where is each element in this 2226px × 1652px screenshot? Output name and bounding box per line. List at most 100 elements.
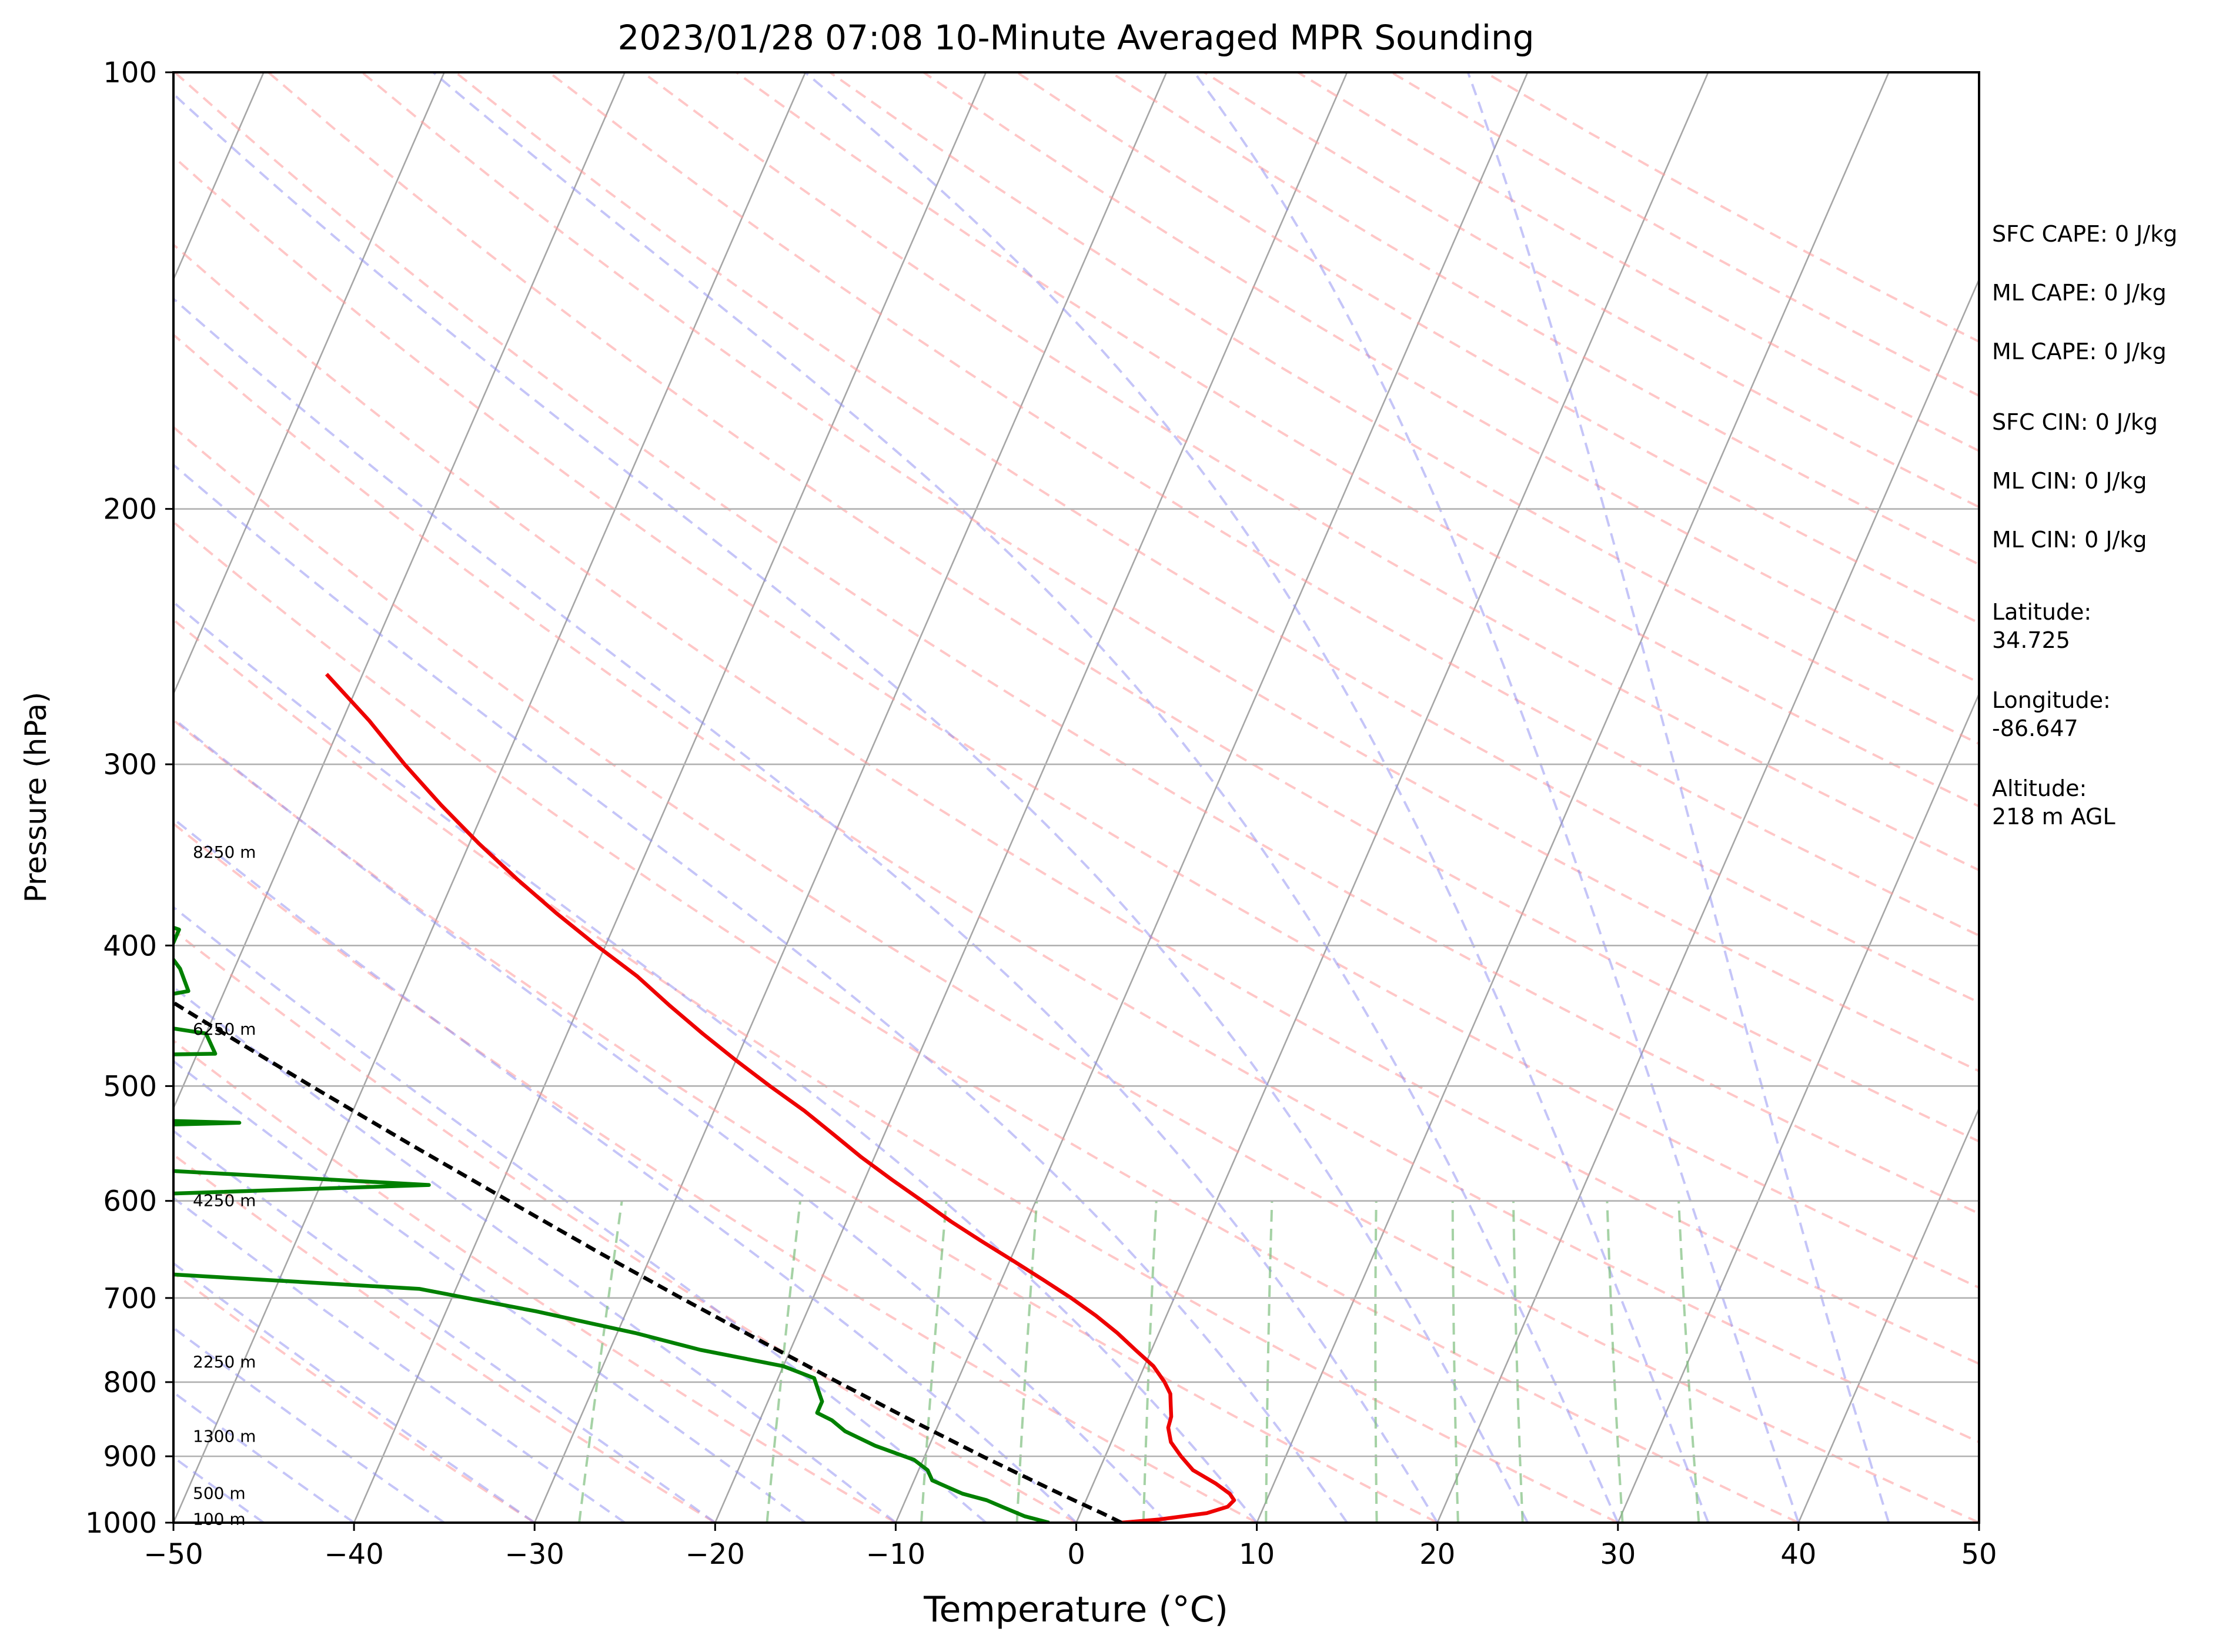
moist-adiabat-line [804, 72, 1710, 1523]
moist-adiabat-line [173, 1390, 355, 1523]
isobar-gridlines [173, 71, 1979, 1524]
isotherm-line [2160, 72, 2226, 1523]
isotherm-line [173, 72, 626, 1111]
dry-adiabat-line [454, 72, 1979, 1004]
y-tick-label: 1000 [85, 1507, 157, 1540]
moist-adiabat-line [173, 92, 1529, 1523]
moist-adiabat-line [173, 463, 1348, 1523]
isotherm-line [353, 72, 987, 1523]
mixing-ratio-line [578, 1200, 623, 1523]
dry-adiabat-line [173, 520, 1799, 1523]
mixing-ratio-line [1015, 1200, 1038, 1523]
mixing-ratio-line [1512, 1200, 1524, 1523]
dry-adiabat-line [548, 72, 1979, 937]
isotherm-line [534, 72, 1168, 1523]
x-axis-ticks: −50 −40 −30 −20 −10 0 10 20 30 40 50 [143, 1523, 1997, 1571]
moist-adiabat-line [173, 600, 1258, 1523]
moist-adiabat-line [173, 905, 987, 1523]
y-tick-label: 900 [103, 1440, 157, 1473]
y-axis-ticks: 100 200 300 400 500 600 700 800 900 1000 [85, 56, 173, 1540]
mixing-ratio-line [1606, 1200, 1624, 1523]
moist-adiabat-line [173, 297, 1439, 1523]
y-tick-label: 100 [103, 56, 157, 89]
y-tick-label: 700 [103, 1282, 157, 1315]
mixing-ratio-line [920, 1200, 948, 1523]
x-tick-label: 50 [1961, 1538, 1997, 1571]
moist-adiabat-line [173, 1059, 807, 1523]
altitude-value: 218 m AGL [1992, 804, 2115, 830]
chart-title: 2023/01/28 07:08 10-Minute Averaged MPR … [617, 18, 1534, 58]
sfc-cin-label: SFC CIN: 0 J/kg [1992, 409, 2158, 435]
isotherm-line [173, 72, 807, 1523]
height-label: 8250 m [193, 842, 256, 862]
isotherm-line [714, 72, 1348, 1523]
longitude-value: -86.647 [1992, 715, 2078, 741]
dry-adiabat-line [173, 929, 1077, 1523]
x-tick-label: 10 [1239, 1538, 1275, 1571]
y-tick-label: 200 [103, 493, 157, 526]
moist-adiabat-line [173, 1326, 445, 1523]
plot-frame [172, 71, 1980, 1524]
ml-cape-label: ML CAPE: 0 J/kg [1992, 280, 2167, 306]
parcel-profile-trace [173, 1000, 1122, 1523]
x-tick-label: −20 [686, 1538, 745, 1571]
dry-adiabat-line [173, 618, 1619, 1523]
latitude-value: 34.725 [1992, 627, 2070, 653]
height-label: 6250 m [193, 1019, 256, 1039]
mixing-ratio-line [1374, 1200, 1378, 1523]
x-tick-label: 30 [1600, 1538, 1636, 1571]
altitude-label: Altitude: [1992, 775, 2087, 801]
isotherm-line [1797, 1106, 1979, 1523]
mixing-ratio-line [1265, 1200, 1274, 1523]
y-tick-label: 800 [103, 1366, 157, 1399]
sounding-traces [173, 673, 1236, 1523]
x-tick-label: −50 [143, 1538, 203, 1571]
x-tick-label: 40 [1780, 1538, 1816, 1571]
moist-adiabat-line [1466, 72, 1890, 1523]
x-tick-label: 20 [1419, 1538, 1455, 1571]
height-label: 4250 m [193, 1191, 256, 1210]
dry-adiabat-line [173, 1271, 536, 1523]
isotherm-line [1256, 72, 1890, 1523]
y-axis-label: Pressure (hPa) [19, 692, 53, 903]
height-label: 1300 m [193, 1426, 256, 1446]
latitude-label: Latitude: [1992, 599, 2092, 625]
longitude-label: Longitude: [1992, 687, 2111, 713]
x-tick-label: −40 [324, 1538, 383, 1571]
reference-lines [173, 72, 2226, 1523]
y-tick-label: 500 [103, 1070, 157, 1103]
ml-cin-label-2: ML CIN: 0 J/kg [1992, 527, 2147, 553]
y-tick-label: 300 [103, 748, 157, 781]
dry-adiabat-line [173, 1153, 716, 1523]
x-tick-label: 0 [1067, 1538, 1085, 1571]
isotherm-line [1617, 692, 1979, 1523]
y-tick-label: 400 [103, 929, 157, 962]
dewpoint-trace [173, 925, 1050, 1523]
dry-adiabat-line [268, 72, 1979, 1143]
x-tick-label: −30 [505, 1538, 564, 1571]
temperature-trace [325, 673, 1236, 1523]
moist-adiabat-line [432, 72, 1619, 1523]
height-label: 2250 m [193, 1352, 256, 1372]
height-label: 500 m [193, 1484, 246, 1503]
dry-adiabat-line [173, 822, 1258, 1523]
y-tick-label: 600 [103, 1185, 157, 1218]
moist-adiabat-line [173, 1129, 716, 1523]
moist-adiabat-line [173, 717, 1168, 1523]
dry-adiabat-line [173, 72, 1979, 1215]
isotherm-line [1436, 277, 1979, 1523]
moist-adiabat-line [173, 1262, 536, 1523]
dry-adiabat-line [173, 243, 1979, 1365]
x-tick-label: −10 [866, 1538, 925, 1571]
moist-adiabat-line [1193, 72, 1800, 1523]
moist-adiabat-line [173, 1196, 626, 1523]
mixing-ratio-line [766, 1200, 801, 1523]
sfc-cape-label: SFC CAPE: 0 J/kg [1992, 221, 2178, 247]
isotherm-line [173, 72, 445, 696]
moist-adiabat-line [173, 817, 1077, 1523]
height-labels: 8250 m 6250 m 4250 m 2250 m 1300 m 500 m 100 m [193, 842, 256, 1529]
mixing-ratio-line [1451, 1200, 1459, 1523]
dry-adiabat-line [173, 333, 1979, 1444]
dry-adiabat-line [641, 72, 1979, 872]
